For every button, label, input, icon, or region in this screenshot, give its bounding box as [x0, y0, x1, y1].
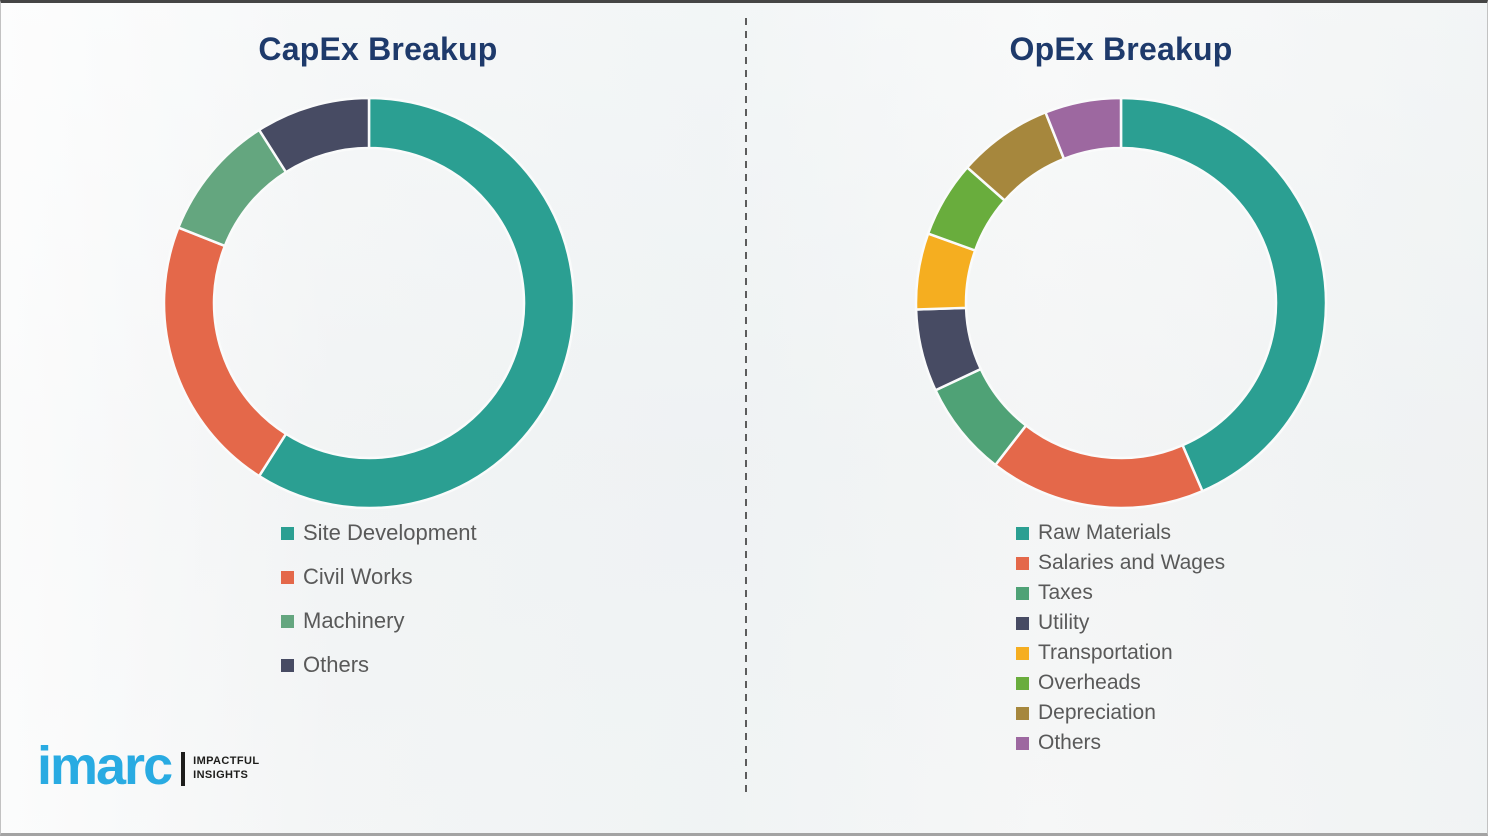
legend-label: Taxes [1038, 581, 1093, 604]
legend-item-utility: Utility [1016, 608, 1225, 638]
legend-swatch [281, 526, 294, 540]
legend-label: Others [303, 652, 370, 677]
imarc-logo-tagline: IMPACTFUL INSIGHTS [193, 755, 259, 783]
legend-item-overheads: Overheads [1016, 668, 1225, 698]
legend-item-taxes: Taxes [1016, 578, 1225, 608]
legend-label: Others [1038, 731, 1102, 754]
legend-swatch [1016, 586, 1029, 600]
legend-label: Raw Materials [1038, 521, 1172, 544]
donut-segment-raw-materials [1119, 96, 1328, 493]
legend-item-salaries-and-wages: Salaries and Wages [1016, 548, 1225, 578]
legend-swatch [1016, 736, 1029, 750]
legend-swatch [1016, 556, 1029, 570]
imarc-logo-tagline-line2: INSIGHTS [193, 769, 249, 781]
opex-legend: Raw Materials Salaries and Wages Taxes Util… [1016, 518, 1225, 758]
legend-item-others: Others [1016, 728, 1225, 758]
legend-label: Depreciation [1038, 701, 1156, 724]
legend-item-others: Others [281, 643, 477, 687]
opex-donut-chart [914, 96, 1328, 510]
legend-item-transportation: Transportation [1016, 638, 1225, 668]
legend-swatch [1016, 676, 1029, 690]
legend-swatch [281, 570, 294, 584]
legend-item-raw-materials: Raw Materials [1016, 518, 1225, 548]
legend-swatch [1016, 706, 1029, 720]
legend-swatch [1016, 646, 1029, 660]
vertical-dashed-divider [745, 18, 747, 793]
legend-swatch [281, 614, 294, 628]
imarc-logo-tagline-line1: IMPACTFUL [193, 755, 260, 768]
donut-segment-salaries-and-wages [994, 424, 1204, 510]
capex-donut-chart [162, 96, 576, 510]
donut-segment-others [257, 96, 371, 174]
legend-item-civil-works: Civil Works [281, 555, 477, 599]
donut-segment-site-development [257, 96, 576, 510]
legend-swatch [281, 658, 294, 672]
legend-item-depreciation: Depreciation [1016, 698, 1225, 728]
legend-item-site-development: Site Development [281, 511, 477, 555]
legend-swatch [1016, 616, 1029, 630]
legend-label: Transportation [1038, 641, 1173, 664]
opex-chart-title: OpEx Breakup [1009, 31, 1233, 67]
imarc-logo-divider-bar [181, 752, 186, 786]
legend-swatch [1016, 526, 1029, 540]
capex-legend: Site Development Civil Works Machinery Othe… [281, 511, 477, 687]
legend-label: Salaries and Wages [1038, 551, 1226, 574]
imarc-logo-wordmark: imarc [37, 736, 173, 796]
legend-label: Site Development [303, 520, 477, 545]
legend-label: Overheads [1038, 671, 1141, 694]
legend-label: Machinery [303, 608, 405, 633]
legend-label: Civil Works [303, 564, 413, 589]
imarc-logo: imarc IMPACTFUL INSIGHTS [37, 739, 259, 793]
capex-chart-title: CapEx Breakup [258, 31, 498, 67]
legend-item-machinery: Machinery [281, 599, 477, 643]
donut-segment-others [1044, 96, 1123, 161]
legend-label: Utility [1038, 611, 1090, 634]
donut-segment-civil-works [162, 226, 288, 478]
